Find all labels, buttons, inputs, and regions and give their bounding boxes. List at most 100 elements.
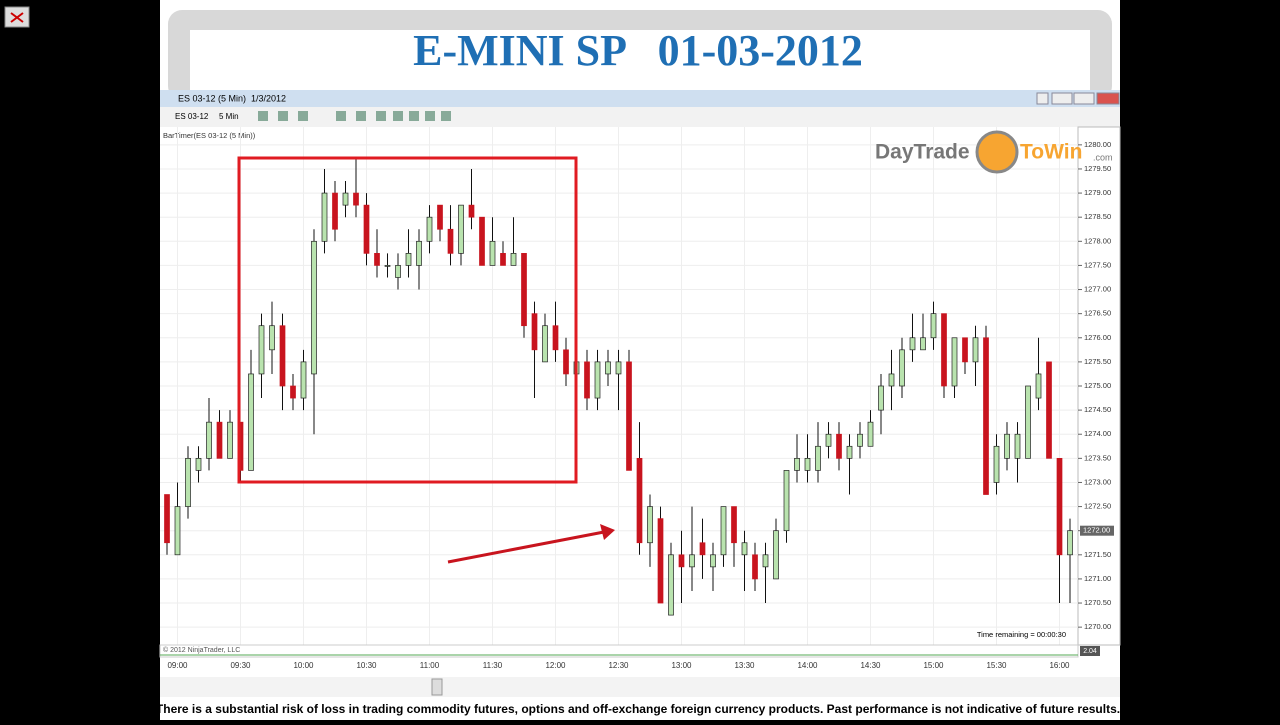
- candle-body: [437, 204, 443, 230]
- candle-body: [920, 337, 926, 351]
- candle-body: [626, 361, 632, 471]
- arrow-shaft: [447, 530, 605, 564]
- window-button[interactable]: [1036, 92, 1049, 105]
- instrument-selector[interactable]: ES 03-12: [175, 112, 209, 121]
- candle-body: [962, 337, 968, 363]
- candle-body: [899, 349, 905, 387]
- tool-icon[interactable]: [425, 111, 435, 121]
- candle-body: [185, 457, 191, 507]
- candle-body: [395, 265, 401, 278]
- y-tick-label: 1277.00: [1084, 285, 1111, 294]
- candle-body: [416, 240, 422, 266]
- candle-body: [174, 506, 181, 556]
- y-tick-label: 1270.50: [1084, 598, 1111, 607]
- y-tick-label: 1271.00: [1084, 574, 1111, 583]
- y-tick-label: 1272.50: [1084, 502, 1111, 511]
- candle-body: [353, 192, 359, 206]
- candle-body: [552, 325, 559, 351]
- interval-selector[interactable]: 5 Min: [219, 112, 239, 121]
- tool-icon[interactable]: [298, 111, 308, 121]
- candle-body: [384, 265, 391, 267]
- y-tick-label: 1280.00: [1084, 140, 1111, 149]
- y-tick-label: 1275.00: [1084, 381, 1111, 390]
- x-tick-label: 12:30: [608, 661, 629, 670]
- candle-body: [332, 192, 338, 230]
- candle-body: [300, 361, 307, 399]
- candle-body: [531, 313, 538, 351]
- x-tick-label: 16:00: [1049, 661, 1070, 670]
- candle-body: [195, 457, 202, 471]
- minimize-button[interactable]: [1051, 92, 1073, 105]
- tool-icon[interactable]: [376, 111, 386, 121]
- highlight-box: [237, 156, 578, 484]
- x-tick-label: 11:00: [420, 661, 440, 670]
- candle-body: [857, 433, 863, 447]
- scroll-thumb[interactable]: [431, 678, 443, 696]
- y-tick-label: 1278.00: [1084, 236, 1111, 245]
- candle-body: [741, 542, 748, 556]
- scrollbar[interactable]: [160, 677, 1120, 697]
- candle-body: [479, 216, 485, 266]
- candle-body: [773, 530, 779, 580]
- candle-body: [164, 494, 170, 544]
- copyright: © 2012 NinjaTrader, LLC: [163, 646, 240, 654]
- candle-body: [1046, 361, 1052, 459]
- candle-body: [489, 240, 496, 266]
- window-close-button[interactable]: [1096, 92, 1120, 105]
- indicator-panel: [159, 644, 1079, 658]
- candle-body: [1025, 385, 1031, 459]
- candle-body: [290, 385, 296, 399]
- tool-icon[interactable]: [356, 111, 366, 121]
- candle-body: [657, 518, 664, 604]
- candle-body: [636, 457, 643, 544]
- arrow-head: [600, 524, 615, 540]
- candle-body: [426, 216, 433, 242]
- candle-body: [951, 337, 958, 387]
- logo-right: ToWin: [1020, 141, 1082, 164]
- tool-icon[interactable]: [258, 111, 268, 121]
- indicator-value: 2.04: [1083, 648, 1097, 655]
- window-titlebar: [160, 90, 1120, 107]
- candle-body: [647, 506, 653, 544]
- candle-body: [521, 253, 527, 327]
- x-tick-label: 09:00: [167, 661, 188, 670]
- restore-button[interactable]: [1073, 92, 1095, 105]
- candle-body: [311, 240, 317, 375]
- candle-body: [279, 325, 286, 387]
- candle-body: [1056, 457, 1063, 556]
- x-tick-label: 10:00: [293, 661, 314, 670]
- x-tick-label: 11:30: [483, 661, 503, 670]
- candle-body: [878, 385, 884, 411]
- x-tick-label: 15:30: [986, 661, 1007, 670]
- tool-icon[interactable]: [336, 111, 346, 121]
- tool-icon[interactable]: [441, 111, 451, 121]
- y-tick-label: 1276.50: [1084, 309, 1111, 318]
- x-tick-label: 15:00: [923, 661, 944, 670]
- logo-left: DayTrade: [875, 141, 970, 164]
- current-price-label: 1272.00: [1083, 526, 1110, 535]
- y-tick-label: 1271.50: [1084, 550, 1111, 559]
- disclaimer: There is a substantial risk of loss in t…: [156, 702, 1120, 716]
- candle-body: [1014, 433, 1021, 459]
- candle-body: [500, 253, 506, 266]
- tool-icon[interactable]: [409, 111, 419, 121]
- plot: 1270.00 1270.50 1271.00 1271.50 1272.00 1272.…: [160, 127, 1111, 645]
- indicator-label: BarTimer(ES 03-12 (5 Min)): [163, 131, 256, 140]
- candle-body: [594, 361, 601, 399]
- x-tick-label: 13:30: [734, 661, 755, 670]
- logo-mark: [975, 130, 1019, 174]
- y-tick-label: 1275.50: [1084, 357, 1111, 366]
- close-icon-x: [10, 12, 24, 23]
- tool-icon[interactable]: [393, 111, 403, 121]
- y-tick-label: 1270.00: [1084, 622, 1111, 631]
- tool-icon[interactable]: [278, 111, 288, 121]
- candle-body: [1067, 530, 1073, 556]
- y-tick-label: 1274.00: [1084, 429, 1111, 438]
- x-tick-label: 10:30: [356, 661, 377, 670]
- candle-body: [720, 506, 727, 556]
- candle-body: [1035, 373, 1042, 399]
- candle-body: [909, 337, 916, 351]
- candle-body: [836, 433, 842, 459]
- candle-body: [888, 373, 895, 387]
- candle-body: [458, 204, 464, 254]
